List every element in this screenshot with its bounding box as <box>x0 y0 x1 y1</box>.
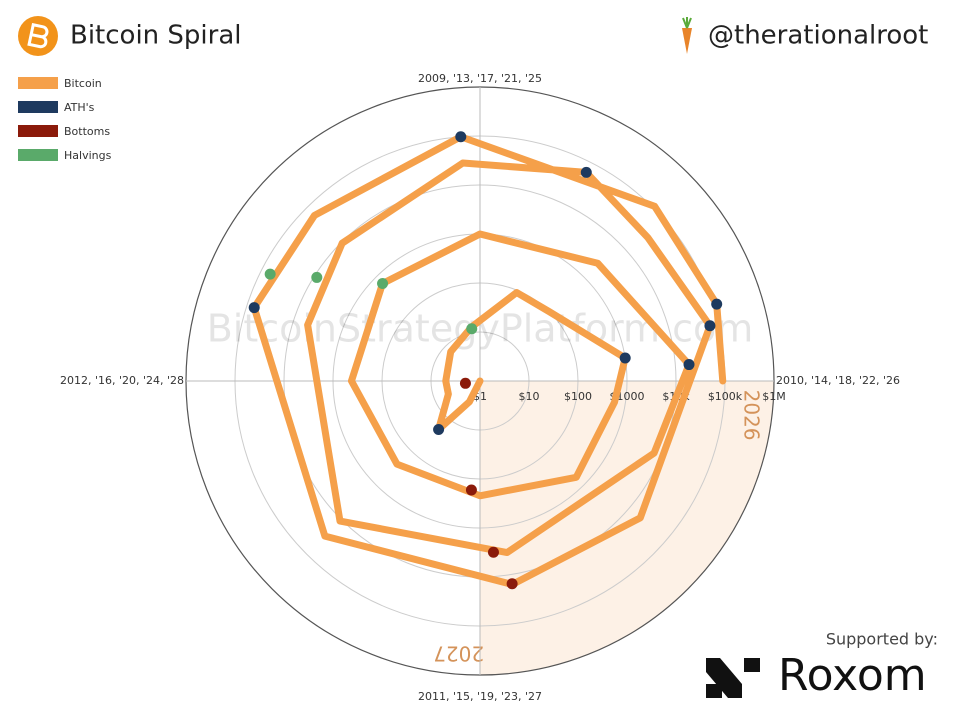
marker <box>683 359 695 371</box>
highlight-label: 2027 <box>433 642 484 666</box>
sponsor: Roxom <box>778 650 927 701</box>
marker <box>459 377 471 389</box>
legend-label: Halvings <box>64 149 112 162</box>
r-tick-label: $100 <box>564 390 592 403</box>
r-tick-label: $1M <box>762 390 786 403</box>
marker <box>487 546 499 558</box>
marker <box>506 578 518 590</box>
x-tick-label: 2011, '15, '19, '23, '27 <box>418 690 542 703</box>
marker <box>377 278 389 290</box>
r-tick-label: $10 <box>519 390 540 403</box>
marker <box>264 268 276 280</box>
legend-label: Bitcoin <box>64 77 102 90</box>
legend-label: Bottoms <box>64 125 110 138</box>
x-tick-label: 2009, '13, '17, '21, '25 <box>418 72 542 85</box>
marker <box>465 484 477 496</box>
marker <box>311 271 323 283</box>
carrot-icon <box>682 28 692 54</box>
watermark: BitcoinStrategyPlatform.com <box>207 307 754 351</box>
marker <box>580 166 592 178</box>
handle: @therationalroot <box>708 21 928 51</box>
bitcoin-logo-glyph <box>27 22 49 49</box>
marker <box>466 323 478 335</box>
roxom-logo <box>706 658 760 698</box>
legend-swatch <box>18 77 58 89</box>
marker <box>248 302 260 314</box>
chart-title: Bitcoin Spiral <box>70 21 242 51</box>
legend-label: ATH's <box>64 101 95 114</box>
x-tick-label: 2012, '16, '20, '24, '28 <box>60 374 184 387</box>
marker <box>704 320 716 332</box>
legend-swatch <box>18 101 58 113</box>
marker <box>619 352 631 364</box>
legend-swatch <box>18 149 58 161</box>
sponsor-label: Supported by: <box>826 630 938 649</box>
marker <box>455 131 467 143</box>
highlight-label: 2026 <box>739 390 763 441</box>
carrot-leaves <box>682 17 692 29</box>
x-tick-label: 2010, '14, '18, '22, '26 <box>776 374 900 387</box>
legend-swatch <box>18 125 58 137</box>
marker <box>711 298 723 310</box>
r-tick-label: $100k <box>708 390 743 403</box>
marker <box>433 423 445 435</box>
